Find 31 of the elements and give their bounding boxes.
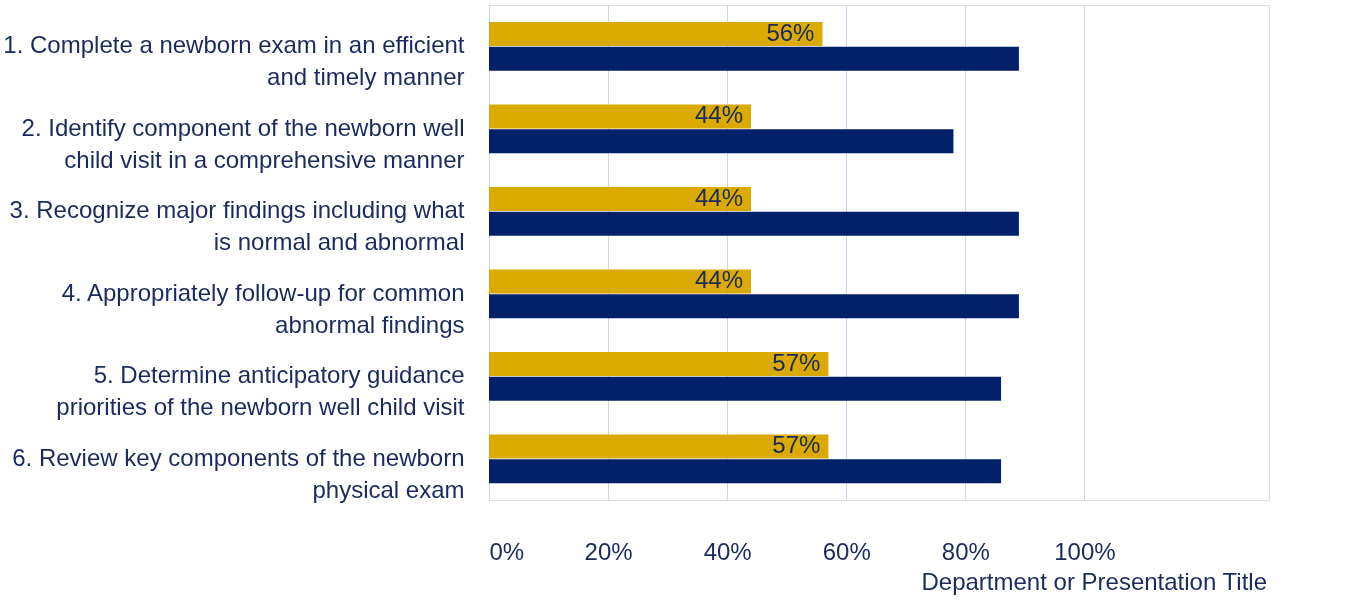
bar <box>489 351 829 376</box>
y-tick-label: 5. Determine anticipatory guidance priorities of the newborn well child visit <box>56 361 465 421</box>
bar <box>489 269 751 294</box>
bar <box>489 129 954 154</box>
data-label: 44% <box>694 183 743 211</box>
y-tick-label: 2. Identify component of the newborn well child visit in a comprehensive manner <box>21 113 465 173</box>
bar <box>489 46 1019 71</box>
bar <box>489 21 823 46</box>
x-tick-label: 20% <box>584 537 633 565</box>
x-tick-label: 100% <box>1054 537 1116 565</box>
bar <box>489 434 829 459</box>
bar <box>489 211 1019 236</box>
y-tick-label: 1. Complete a newborn exam in an efficient and timely manner <box>3 31 465 91</box>
y-tick-label: 6. Review key components of the newborn physical exam <box>12 443 465 503</box>
data-label: 57% <box>772 431 821 459</box>
x-tick-label: 40% <box>703 537 752 565</box>
bar <box>489 376 1002 401</box>
bar <box>489 104 751 129</box>
text: Department or Presentation Title <box>921 568 1267 595</box>
y-tick-label: 3. Recognize major findings including what is normal and abnormal <box>9 196 465 256</box>
bar <box>489 186 751 211</box>
x-tick-label: 0% <box>489 537 525 565</box>
data-label: 57% <box>772 348 821 376</box>
data-label: 44% <box>694 101 743 129</box>
bar <box>489 459 1002 484</box>
y-tick-label: 4. Appropriately follow-up for common abnormal findings <box>61 278 465 338</box>
data-label: 44% <box>694 266 743 294</box>
x-tick-label: 60% <box>822 537 871 565</box>
bar <box>489 294 1019 319</box>
data-label: 56% <box>766 18 815 46</box>
x-tick-label: 80% <box>941 537 990 565</box>
